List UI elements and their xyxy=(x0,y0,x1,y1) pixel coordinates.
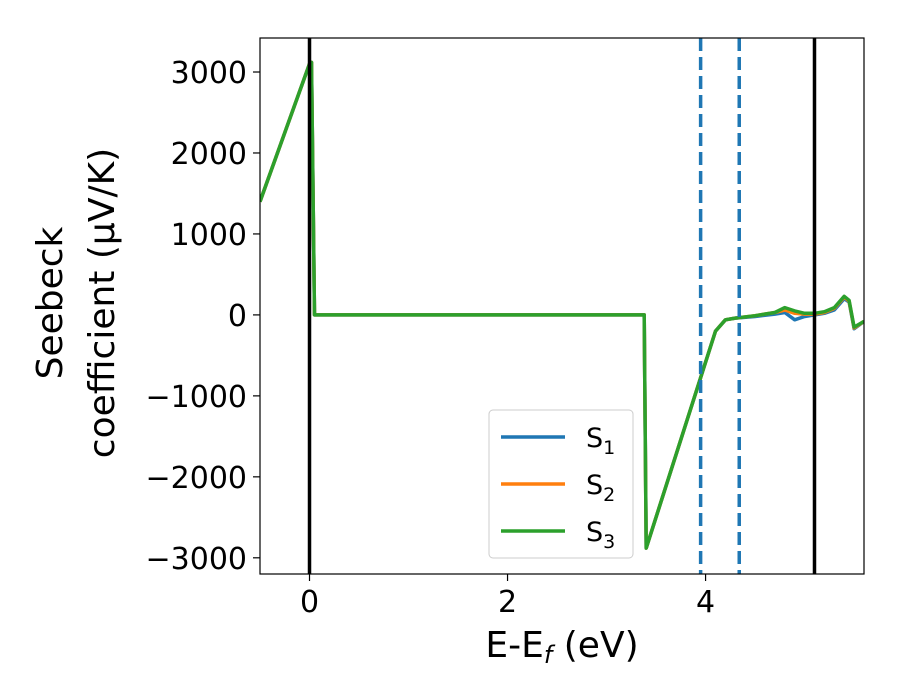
plot-frame xyxy=(259,37,865,575)
y-tick-label: −2000 xyxy=(146,461,247,496)
legend-label-s2: S2 xyxy=(586,470,615,506)
y-axis-label: Seebeck coefficient (μV/K) xyxy=(30,148,123,458)
y-tick-label: 3000 xyxy=(171,56,247,91)
y-axis-label-line1: Seebeck xyxy=(30,226,71,379)
x-axis-label: E-Ef (eV) xyxy=(485,625,638,669)
reference-lines xyxy=(307,38,817,574)
y-axis-ticks: −3000 −2000 −1000 0 1000 2000 3000 xyxy=(146,56,260,577)
y-tick-label: −3000 xyxy=(146,542,247,577)
x-axis-ticks: 0 2 4 xyxy=(300,574,715,620)
x-axis-label-main: E-E xyxy=(485,625,543,666)
y-tick-label: −1000 xyxy=(146,380,247,415)
x-tick-label: 0 xyxy=(300,585,319,620)
y-tick-label: 2000 xyxy=(171,137,247,172)
legend-label-s1: S1 xyxy=(586,423,615,459)
legend: S1 S2 S3 xyxy=(488,409,634,559)
y-tick-label: 1000 xyxy=(171,218,247,253)
y-axis-label-line2: coefficient (μV/K) xyxy=(82,148,123,458)
x-tick-label: 4 xyxy=(696,585,715,620)
legend-label-s3: S3 xyxy=(586,517,615,553)
series-lines xyxy=(260,60,864,550)
x-tick-label: 2 xyxy=(498,585,517,620)
series-line-s3 xyxy=(260,60,864,550)
x-axis-label-unit: (eV) xyxy=(552,625,638,666)
y-tick-label: 0 xyxy=(228,299,247,334)
